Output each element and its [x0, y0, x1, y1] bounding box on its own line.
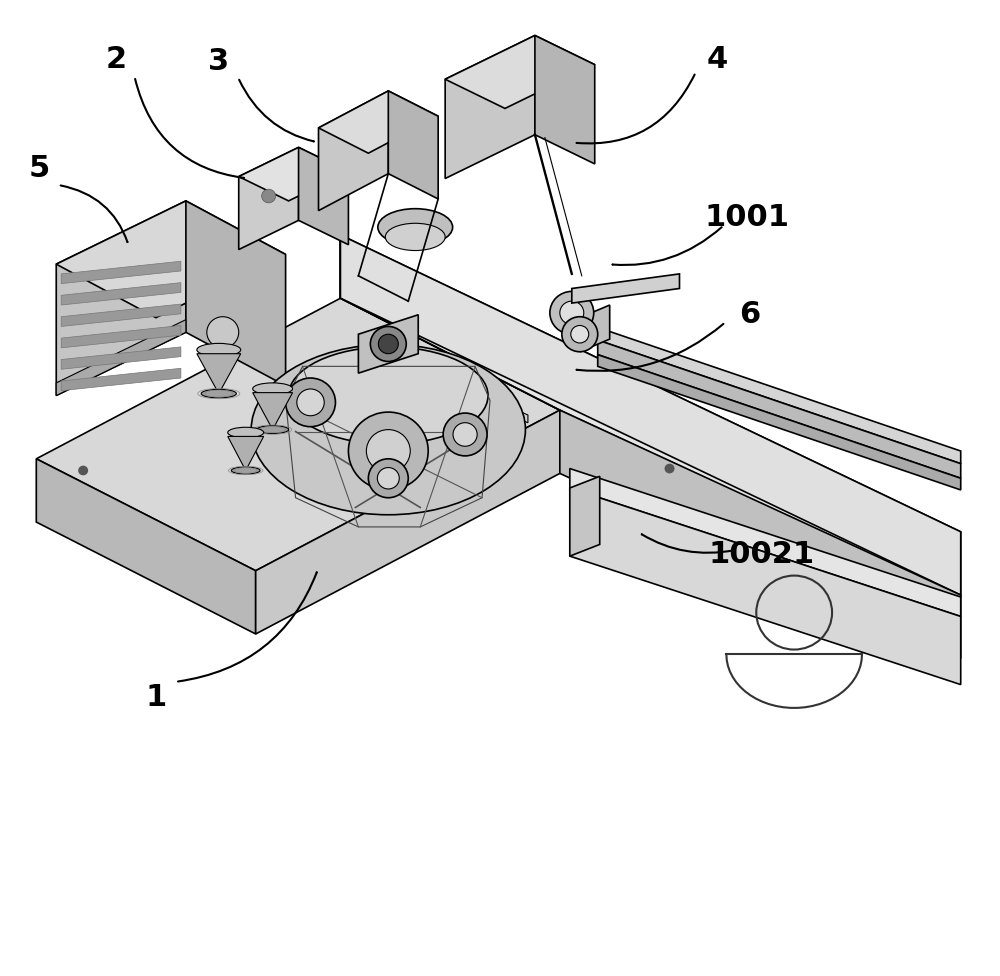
Polygon shape — [186, 201, 286, 386]
Polygon shape — [445, 35, 535, 179]
Text: 6: 6 — [739, 301, 760, 329]
Polygon shape — [570, 488, 961, 684]
Ellipse shape — [253, 383, 293, 394]
Polygon shape — [239, 147, 299, 250]
Polygon shape — [56, 201, 286, 317]
Polygon shape — [598, 354, 961, 490]
Polygon shape — [570, 468, 961, 617]
Polygon shape — [36, 299, 560, 571]
Circle shape — [368, 459, 408, 498]
Text: 1: 1 — [145, 683, 167, 712]
Polygon shape — [228, 436, 264, 470]
Text: 10021: 10021 — [708, 540, 814, 569]
Polygon shape — [239, 147, 348, 201]
Polygon shape — [570, 476, 600, 556]
Circle shape — [378, 334, 398, 353]
Circle shape — [443, 413, 487, 456]
FancyArrowPatch shape — [178, 572, 317, 681]
Ellipse shape — [385, 224, 445, 251]
Polygon shape — [256, 410, 560, 634]
Polygon shape — [358, 315, 418, 373]
Polygon shape — [340, 235, 961, 595]
Circle shape — [453, 423, 477, 446]
Ellipse shape — [251, 345, 525, 514]
Circle shape — [550, 292, 594, 334]
Circle shape — [562, 317, 598, 351]
Circle shape — [366, 429, 410, 472]
FancyArrowPatch shape — [61, 185, 127, 242]
Circle shape — [207, 317, 239, 347]
Polygon shape — [61, 368, 181, 390]
Polygon shape — [445, 35, 595, 108]
Polygon shape — [197, 353, 241, 393]
FancyArrowPatch shape — [135, 79, 244, 178]
Polygon shape — [319, 91, 388, 211]
Circle shape — [297, 389, 324, 416]
Circle shape — [377, 468, 399, 489]
Polygon shape — [560, 410, 961, 659]
FancyArrowPatch shape — [642, 534, 734, 552]
Polygon shape — [299, 147, 348, 245]
Circle shape — [262, 189, 276, 203]
Text: 2: 2 — [106, 45, 127, 74]
Polygon shape — [388, 91, 438, 199]
Polygon shape — [36, 459, 256, 634]
Polygon shape — [572, 274, 680, 304]
Polygon shape — [319, 91, 438, 153]
Polygon shape — [495, 400, 528, 423]
Circle shape — [665, 464, 675, 473]
Text: 3: 3 — [208, 47, 229, 76]
Polygon shape — [580, 305, 610, 351]
Circle shape — [560, 302, 584, 324]
Polygon shape — [61, 305, 181, 326]
Ellipse shape — [378, 209, 453, 246]
Polygon shape — [61, 262, 181, 284]
Text: 1001: 1001 — [705, 203, 790, 232]
Polygon shape — [340, 235, 961, 597]
Polygon shape — [598, 340, 961, 478]
Ellipse shape — [228, 427, 264, 438]
Circle shape — [286, 378, 335, 427]
Ellipse shape — [197, 344, 241, 356]
FancyArrowPatch shape — [613, 227, 722, 265]
Polygon shape — [56, 319, 186, 395]
Polygon shape — [61, 346, 181, 369]
FancyArrowPatch shape — [577, 324, 723, 371]
Polygon shape — [598, 327, 961, 464]
Ellipse shape — [257, 426, 289, 433]
Circle shape — [348, 412, 428, 490]
Circle shape — [78, 466, 88, 475]
Ellipse shape — [231, 467, 260, 474]
Polygon shape — [61, 283, 181, 305]
Ellipse shape — [201, 389, 236, 398]
Polygon shape — [61, 325, 181, 347]
FancyArrowPatch shape — [239, 80, 314, 142]
FancyArrowPatch shape — [577, 74, 695, 143]
Circle shape — [370, 326, 406, 361]
Circle shape — [571, 325, 589, 343]
Text: 4: 4 — [707, 45, 728, 74]
Text: 5: 5 — [29, 154, 50, 183]
Ellipse shape — [289, 346, 488, 444]
Polygon shape — [535, 35, 595, 164]
Polygon shape — [253, 392, 293, 429]
Polygon shape — [56, 201, 186, 395]
